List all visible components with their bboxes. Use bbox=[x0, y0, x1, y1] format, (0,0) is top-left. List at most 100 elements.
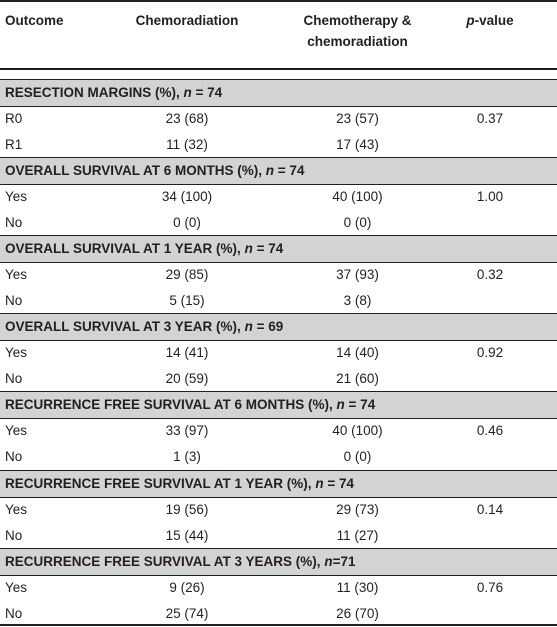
cell-chemoradiation: 29 (85) bbox=[165, 267, 209, 282]
header-p-italic: p bbox=[466, 13, 475, 28]
row-label: No bbox=[5, 215, 23, 230]
cell-chemoradiation: 0 (0) bbox=[173, 215, 201, 230]
section-heading-rule bbox=[0, 184, 557, 185]
section-heading: RECURRENCE FREE SURVIVAL AT 3 YEARS (%),… bbox=[0, 549, 557, 575]
section-title: RECURRENCE FREE SURVIVAL AT 6 MONTHS (%)… bbox=[5, 397, 333, 412]
section-heading: RECURRENCE FREE SURVIVAL AT 1 YEAR (%), … bbox=[0, 471, 557, 497]
table-row: R0 23 (68) 23 (57) 0.37 bbox=[0, 106, 557, 132]
cell-chemotherapy-chemoradiation: 0 (0) bbox=[343, 215, 372, 230]
header-outcome: Outcome bbox=[5, 13, 64, 28]
section-divider bbox=[0, 235, 557, 236]
row-label: No bbox=[5, 371, 23, 386]
header-bottom-rule bbox=[0, 68, 557, 70]
table-row: Yes 33 (97) 40 (100) 0.46 bbox=[0, 418, 557, 444]
table-row: No 0 (0) 0 (0) bbox=[0, 210, 557, 236]
section-divider bbox=[0, 157, 557, 158]
header-chemo-line1: Chemotherapy & bbox=[303, 13, 412, 28]
cell-chemoradiation: 34 (100) bbox=[161, 189, 213, 204]
section-n-value: = 74 bbox=[252, 241, 284, 256]
cell-chemoradiation: 25 (74) bbox=[165, 606, 209, 621]
section-n-label: n bbox=[315, 476, 324, 491]
table-row: Yes 29 (85) 37 (93) 0.32 bbox=[0, 262, 557, 288]
section-title: OVERALL SURVIVAL AT 1 YEAR (%), bbox=[5, 241, 241, 256]
cell-chemoradiation: 15 (44) bbox=[165, 528, 209, 543]
cell-chemotherapy-chemoradiation: 17 (43) bbox=[336, 137, 379, 152]
table-row: Yes 34 (100) 40 (100) 1.00 bbox=[0, 184, 557, 210]
row-label: No bbox=[5, 449, 23, 464]
section-n-value: = 69 bbox=[252, 319, 284, 334]
section-n-label: n bbox=[336, 397, 345, 412]
section-n-label: n bbox=[183, 85, 192, 100]
table-row: Yes 9 (26) 11 (30) 0.76 bbox=[0, 575, 557, 601]
cell-chemoradiation: 5 (15) bbox=[169, 293, 205, 308]
section-title: RECURRENCE FREE SURVIVAL AT 1 YEAR (%), bbox=[5, 476, 312, 491]
cell-chemotherapy-chemoradiation: 26 (70) bbox=[336, 606, 379, 621]
row-label: Yes bbox=[5, 267, 28, 282]
header-chemotherapy-chemoradiation: Chemotherapy & chemoradiation bbox=[275, 10, 440, 52]
section-n-value: = 74 bbox=[344, 397, 376, 412]
section-title: OVERALL SURVIVAL AT 6 MONTHS (%), bbox=[5, 163, 263, 178]
cell-chemoradiation: 14 (41) bbox=[165, 345, 209, 360]
section-heading: OVERALL SURVIVAL AT 6 MONTHS (%), n = 74 bbox=[0, 158, 557, 184]
section-n-value: = 74 bbox=[274, 163, 305, 178]
section-title: RECURRENCE FREE SURVIVAL AT 3 YEARS (%), bbox=[5, 554, 321, 569]
cell-p-value: 0.76 bbox=[476, 580, 504, 595]
section-heading: OVERALL SURVIVAL AT 1 YEAR (%), n = 74 bbox=[0, 236, 557, 262]
cell-chemotherapy-chemoradiation: 21 (60) bbox=[336, 371, 379, 386]
section-heading-rule bbox=[0, 340, 557, 341]
table-row: No 1 (3) 0 (0) bbox=[0, 444, 557, 470]
table-header: Outcome Chemoradiation Chemotherapy & ch… bbox=[0, 0, 557, 68]
cell-chemoradiation: 23 (68) bbox=[165, 111, 209, 126]
table-row: No 15 (44) 11 (27) bbox=[0, 523, 557, 549]
row-label: No bbox=[5, 606, 23, 621]
row-label: No bbox=[5, 528, 23, 543]
table-row: No 20 (59) 21 (60) bbox=[0, 366, 557, 392]
cell-chemoradiation: 11 (32) bbox=[166, 137, 208, 152]
cell-chemotherapy-chemoradiation: 40 (100) bbox=[332, 189, 383, 204]
cell-p-value: 0.32 bbox=[476, 267, 504, 282]
cell-chemotherapy-chemoradiation: 11 (27) bbox=[336, 528, 379, 543]
section-n-value: =71 bbox=[332, 554, 356, 569]
section-heading-rule bbox=[0, 497, 557, 498]
section-n-value: = 74 bbox=[191, 85, 223, 100]
cell-chemotherapy-chemoradiation: 11 (30) bbox=[336, 580, 379, 595]
section-n-label: n bbox=[244, 241, 253, 256]
cell-chemotherapy-chemoradiation: 37 (93) bbox=[336, 267, 379, 282]
cell-chemotherapy-chemoradiation: 40 (100) bbox=[332, 423, 383, 438]
table-top-rule bbox=[0, 0, 557, 2]
table-row: No 25 (74) 26 (70) bbox=[0, 601, 557, 627]
section-n-label: n bbox=[244, 319, 253, 334]
cell-p-value: 0.46 bbox=[476, 423, 504, 438]
row-label: Yes bbox=[5, 423, 28, 438]
cell-chemoradiation: 1 (3) bbox=[173, 449, 201, 464]
section-divider bbox=[0, 391, 557, 392]
header-p-value: p-value bbox=[440, 10, 540, 31]
table-row: Yes 19 (56) 29 (73) 0.14 bbox=[0, 497, 557, 523]
section-divider bbox=[0, 79, 557, 80]
cell-p-value: 0.14 bbox=[476, 502, 504, 517]
cell-p-value: 0.92 bbox=[476, 345, 504, 360]
section-n-value: = 74 bbox=[323, 476, 354, 491]
row-label: Yes bbox=[5, 345, 28, 360]
table-row: Yes 14 (41) 14 (40) 0.92 bbox=[0, 340, 557, 366]
cell-chemoradiation: 19 (56) bbox=[165, 502, 209, 517]
cell-p-value: 1.00 bbox=[476, 189, 504, 204]
cell-chemotherapy-chemoradiation: 29 (73) bbox=[336, 502, 379, 517]
row-label: Yes bbox=[5, 580, 28, 595]
row-label: R1 bbox=[5, 137, 23, 152]
cell-chemotherapy-chemoradiation: 23 (57) bbox=[336, 111, 379, 126]
header-chemoradiation: Chemoradiation bbox=[135, 13, 239, 28]
cell-chemotherapy-chemoradiation: 14 (40) bbox=[336, 345, 379, 360]
section-heading-rule bbox=[0, 106, 557, 107]
section-title: RESECTION MARGINS (%), bbox=[5, 85, 180, 100]
row-label: R0 bbox=[5, 111, 23, 126]
cell-p-value: 0.37 bbox=[476, 111, 504, 126]
header-chemo-line2: chemoradiation bbox=[307, 34, 408, 49]
cell-chemoradiation: 9 (26) bbox=[169, 580, 205, 595]
section-n-label: n bbox=[324, 554, 333, 569]
section-heading-rule bbox=[0, 418, 557, 419]
cell-chemotherapy-chemoradiation: 0 (0) bbox=[343, 449, 372, 464]
row-label: Yes bbox=[5, 189, 28, 204]
cell-chemotherapy-chemoradiation: 3 (8) bbox=[343, 293, 372, 308]
section-heading-rule bbox=[0, 262, 557, 263]
